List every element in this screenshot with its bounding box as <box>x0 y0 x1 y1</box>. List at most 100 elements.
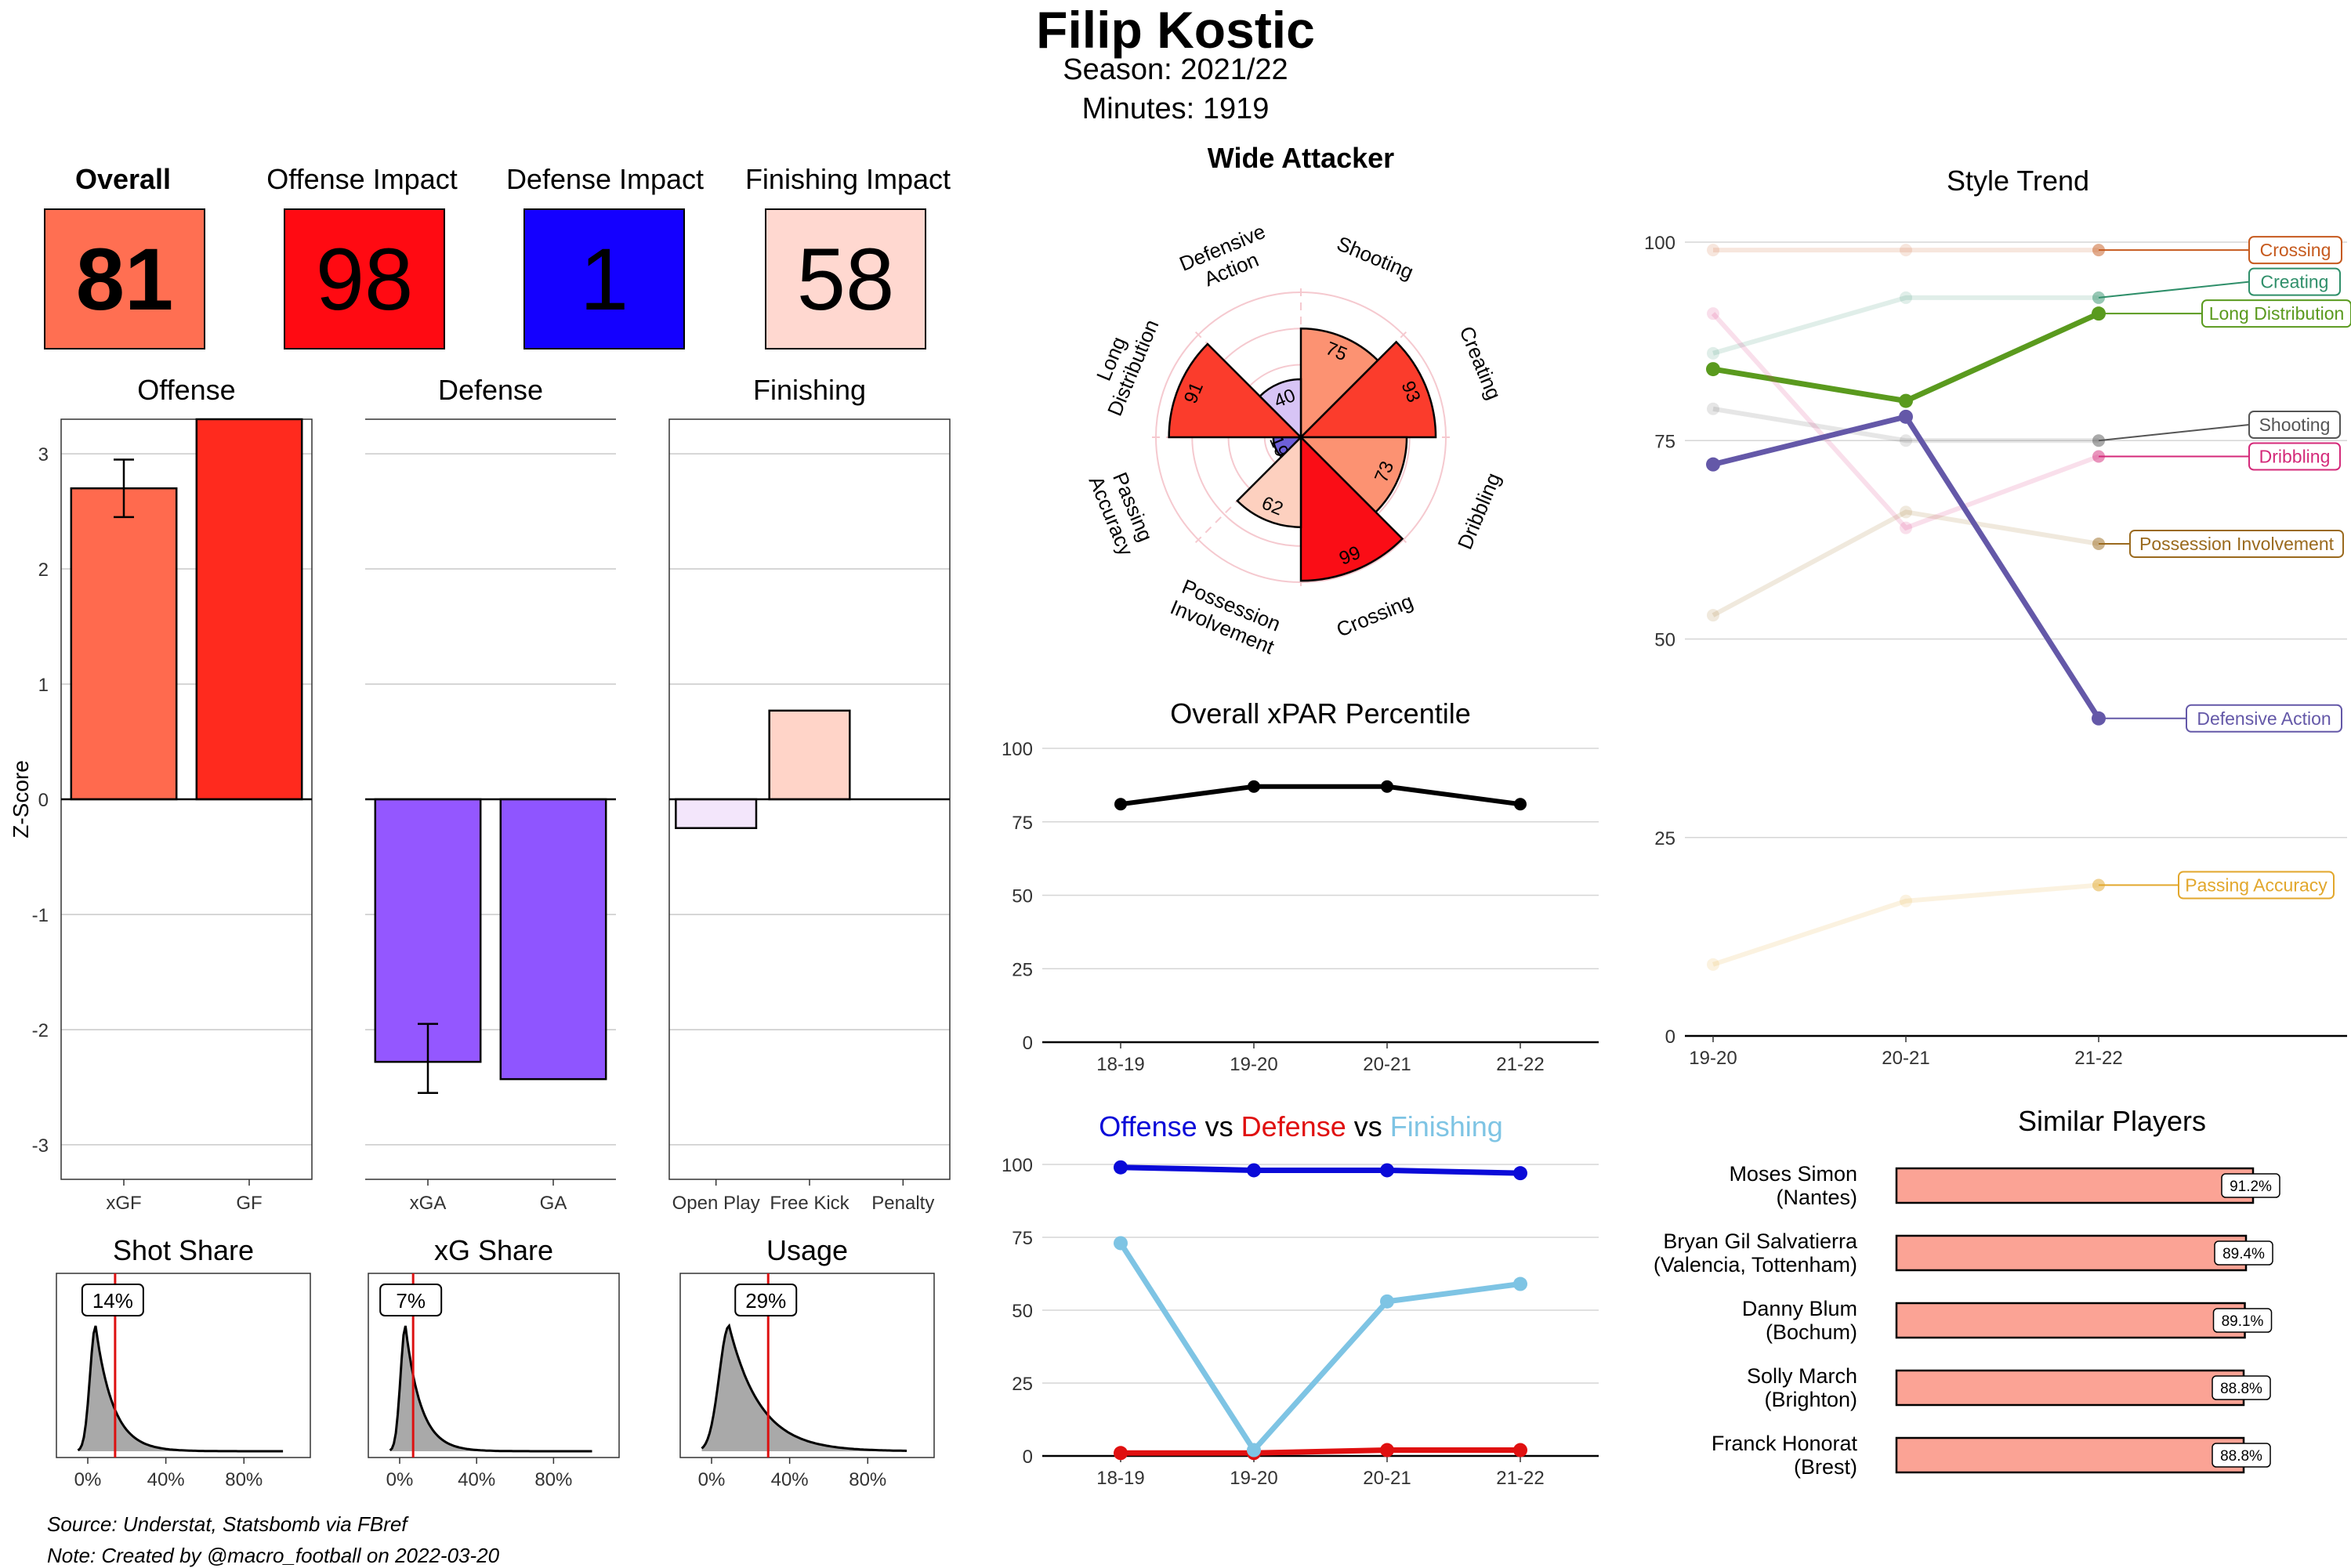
x-tick-label: 80% <box>849 1469 886 1490</box>
x-tick-label: 40% <box>147 1469 185 1490</box>
x-tick-label: xGA <box>410 1193 447 1214</box>
player-name-label: Franck Honorat <box>1712 1432 1858 1455</box>
density-curve <box>701 1323 907 1452</box>
density-title: Shot Share <box>113 1234 254 1266</box>
similarity-value: 88.8% <box>2220 1381 2262 1397</box>
x-tick-label: 19-20 <box>1230 1468 1277 1489</box>
radar-wedge-possession-involvement <box>1236 434 1302 528</box>
marker-label: 29% <box>745 1289 786 1313</box>
x-tick-label: Free Kick <box>770 1193 849 1214</box>
trend-label: Crossing <box>2260 240 2331 260</box>
trend-line-creating <box>1712 295 2099 356</box>
radar-category-word: Creating <box>1454 323 1505 403</box>
radar-category-label: Crossing <box>1333 589 1416 642</box>
radar-wedge-crossing <box>1299 434 1404 582</box>
density-curve <box>77 1325 284 1453</box>
similarity-label-box <box>2221 1173 2280 1198</box>
season-value: 2021/22 <box>1180 53 1288 86</box>
radar-title: Wide Attacker <box>1208 142 1394 174</box>
similarity-label-box <box>2212 1375 2271 1400</box>
xpar-point <box>1114 798 1127 811</box>
density-fill <box>413 1375 592 1451</box>
impact-label-offense: Offense Impact <box>266 163 458 195</box>
x-tick-label: xGF <box>106 1193 141 1214</box>
similarity-value: 89.4% <box>2222 1246 2265 1262</box>
x-tick-label: 0% <box>74 1469 102 1490</box>
trend-label: Possession Involvement <box>2139 534 2335 554</box>
y-tick-label: 75 <box>1012 1228 1033 1249</box>
trend-label-leader <box>2098 281 2250 299</box>
similarity-bar <box>1895 1436 2245 1474</box>
series-point-finishing <box>1513 1276 1527 1291</box>
x-tick-label: 21-22 <box>1496 1054 1544 1075</box>
x-tick-label: 18-19 <box>1096 1054 1144 1075</box>
xpar-point <box>1514 798 1527 811</box>
series-point-finishing <box>1380 1294 1394 1309</box>
trend-line-shooting <box>1712 406 2099 444</box>
y-tick-label: 0 <box>1023 1033 1033 1054</box>
trend-point <box>1707 307 1719 320</box>
series-point-defense <box>1513 1443 1527 1458</box>
component-trend-chart: 0 25 50 75 100 18-19 19-20 20-21 21-22 Offense vs… <box>1002 1110 1599 1489</box>
minutes-value: 1919 <box>1202 92 1270 125</box>
similarity-bar <box>1895 1369 2245 1407</box>
trend-label-box <box>2129 529 2344 558</box>
similarity-bar <box>1895 1234 2248 1272</box>
trend-label: Passing Accuracy <box>2185 875 2327 896</box>
x-tick-label: 20-21 <box>1363 1468 1411 1489</box>
player-name-label: Solly March <box>1747 1364 1857 1388</box>
trend-point <box>1706 457 1720 472</box>
trend-label-box <box>2248 442 2341 471</box>
player-name-label: (Brighton) <box>1764 1388 1857 1411</box>
radar-category-label: DefensiveAction <box>1176 219 1278 298</box>
similarity-bar <box>1895 1302 2246 1339</box>
series-point-offense <box>1247 1163 1261 1178</box>
marker-label-box <box>734 1284 798 1316</box>
series-point-offense <box>1513 1166 1527 1181</box>
zscore-bar-chart: Z-Score -3 -2 -1 0 1 2 3 Offense xGF GF Defense xGA G… <box>9 374 951 1214</box>
xpar-point <box>1248 780 1260 793</box>
component-title-part: vs <box>1205 1110 1241 1143</box>
x-tick-label: 80% <box>534 1469 572 1490</box>
x-tick-label: 21-22 <box>1496 1468 1544 1489</box>
radar-wedge-defensive-action <box>1258 378 1302 440</box>
series-line-finishing <box>1118 1241 1521 1455</box>
player-name: Filip Kostic <box>1036 1 1315 59</box>
impact-box-finishing: 58 <box>765 208 926 349</box>
x-tick-label: GA <box>540 1193 567 1214</box>
trend-point <box>1707 609 1719 622</box>
density-title: Usage <box>766 1234 848 1266</box>
similarity-value: 88.8% <box>2220 1448 2262 1465</box>
series-point-defense <box>1114 1446 1128 1461</box>
trend-label-box <box>2248 410 2341 439</box>
y-tick-label: 50 <box>1012 1301 1033 1322</box>
radar-wedge-long-distribution <box>1168 342 1304 439</box>
player-name-label: Bryan Gil Salvatierra <box>1663 1229 1858 1253</box>
trend-line-possession-involvement <box>1712 509 2099 617</box>
trend-label-box <box>2248 236 2342 265</box>
y-tick-label: 75 <box>1012 813 1033 834</box>
x-tick-label: 20-21 <box>1363 1054 1411 1075</box>
x-tick-label: 19-20 <box>1230 1054 1277 1075</box>
player-name-label: (Valencia, Tottenham) <box>1654 1253 1857 1276</box>
similarity-label-box <box>2212 1443 2271 1468</box>
zscore-tick-label: -2 <box>32 1020 49 1041</box>
density-frame <box>56 1273 311 1458</box>
marker-label-box <box>379 1284 443 1316</box>
radar-wedge-shooting <box>1299 327 1379 440</box>
density-frame <box>368 1273 620 1458</box>
radar-category-word: Crossing <box>1333 589 1416 642</box>
y-tick-label: 100 <box>1644 233 1675 254</box>
minutes-line: Minutes: 1919 <box>940 92 1411 126</box>
season-line: Season: 2021/22 <box>940 53 1411 87</box>
y-tick-label: 50 <box>1654 630 1675 651</box>
density-curve <box>389 1325 592 1453</box>
trend-point <box>1707 402 1719 415</box>
trend-label-leader <box>2098 423 2250 442</box>
component-title-part: Defense <box>1241 1110 1354 1143</box>
x-tick-label: 18-19 <box>1096 1468 1144 1489</box>
density-title: xG Share <box>434 1234 553 1266</box>
player-name-label: (Bochum) <box>1766 1320 1857 1344</box>
radar-wedge-dribbling <box>1298 436 1408 514</box>
